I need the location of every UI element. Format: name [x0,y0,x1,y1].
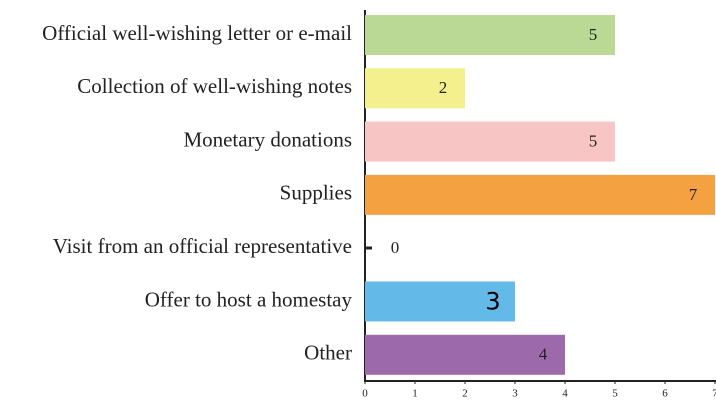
x-tick-label: 0 [362,388,368,400]
value-label: 7 [689,185,698,204]
x-tick-label: 2 [462,388,468,400]
category-label: Official well-wishing letter or e-mail [42,21,352,45]
category-label: Supplies [280,181,352,205]
bar [365,68,465,109]
value-label: 0 [391,238,400,257]
value-label: 2 [439,78,448,97]
x-tick-label: 5 [612,388,618,400]
value-label: 3 [485,288,500,316]
bar [365,334,565,375]
value-label: 5 [589,132,598,151]
bar [365,281,515,322]
category-label: Collection of well-wishing notes [77,74,352,98]
x-tick-label: 6 [662,388,668,400]
bar [365,174,715,215]
x-tick-label: 1 [412,388,418,400]
value-label: 4 [539,345,548,364]
bar [365,121,615,162]
category-label: Other [304,341,352,365]
bar [365,15,615,55]
x-tick-label: 4 [562,388,568,400]
value-label: 5 [589,25,598,44]
category-label: Offer to host a homestay [145,287,353,311]
x-tick-label: 7 [712,388,716,400]
category-label: Monetary donations [183,127,352,151]
x-tick-label: 3 [512,388,518,400]
category-label: Visit from an official representative [53,234,352,258]
